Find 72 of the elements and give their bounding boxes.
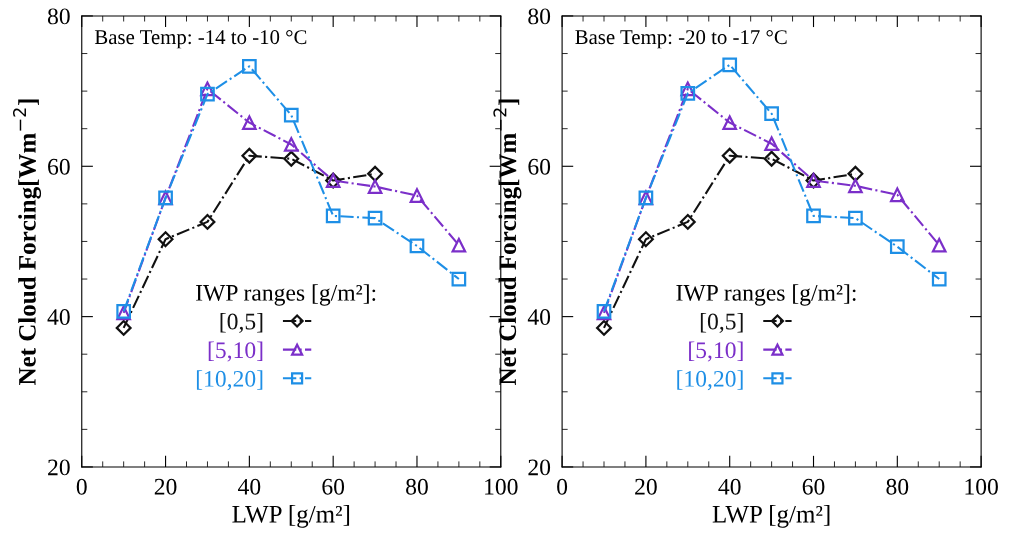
point xyxy=(409,188,425,203)
point xyxy=(764,106,779,122)
point xyxy=(763,150,780,167)
point xyxy=(367,179,383,194)
legend-title: IWP ranges [g/m²]: xyxy=(676,284,856,306)
point xyxy=(409,238,425,254)
point xyxy=(680,86,696,101)
annotation: Base Temp: -14 to -10 °C xyxy=(94,30,307,49)
point xyxy=(367,210,383,226)
point xyxy=(242,58,257,74)
x-tick-label: 0 xyxy=(557,478,568,495)
x-tick-label: 60 xyxy=(322,478,345,495)
point xyxy=(200,86,215,102)
x-tick-label: 40 xyxy=(238,478,261,495)
point xyxy=(722,115,738,131)
point xyxy=(931,271,947,287)
point xyxy=(806,208,821,224)
x-tick-label: 100 xyxy=(965,478,998,495)
point xyxy=(115,319,132,336)
x-tick-label: 20 xyxy=(635,478,657,495)
point xyxy=(848,178,863,194)
y-axis-title: Net Cloud Forcing[Wm$^{−2}$] xyxy=(493,99,522,385)
y-axis-title: Net Cloud Forcing[Wm$^{−2}$] xyxy=(12,99,42,385)
annotation: Base Temp: -20 to -17 °C xyxy=(575,30,787,49)
legend-label: [0,5] xyxy=(220,312,263,333)
point xyxy=(199,213,216,230)
legend-label: [0,5] xyxy=(700,312,743,333)
x-axis-title: LWP [g/m²] xyxy=(232,505,350,528)
point xyxy=(367,165,384,182)
point xyxy=(679,213,696,230)
point xyxy=(722,57,738,73)
legend-label: [5,10] xyxy=(689,341,743,362)
y-tick-label: 20 xyxy=(528,459,551,476)
x-tick-label: 80 xyxy=(886,478,909,495)
x-tick-label: 0 xyxy=(76,478,87,495)
x-tick-label: 80 xyxy=(406,478,428,495)
x-axis-title: LWP [g/m²] xyxy=(712,505,830,528)
point xyxy=(721,147,738,164)
point xyxy=(637,231,654,248)
point xyxy=(848,210,863,226)
point xyxy=(242,115,257,131)
point xyxy=(325,208,341,224)
point xyxy=(283,150,300,167)
y-tick-label: 20 xyxy=(48,459,70,476)
point xyxy=(283,137,299,152)
point xyxy=(200,81,215,97)
point xyxy=(596,319,612,336)
legend-title: IWP ranges [g/m²]: xyxy=(196,284,376,306)
y-tick-label: 80 xyxy=(47,8,70,25)
point xyxy=(283,107,299,123)
y-tick-label: 60 xyxy=(48,158,70,175)
y-tick-label: 60 xyxy=(528,158,551,175)
point xyxy=(764,136,779,152)
point xyxy=(889,187,905,203)
x-tick-label: 40 xyxy=(718,478,741,495)
y-tick-label: 80 xyxy=(528,8,551,25)
point xyxy=(451,271,467,287)
point xyxy=(889,239,905,255)
y-tick-label: 40 xyxy=(527,309,551,326)
point xyxy=(157,231,174,248)
point xyxy=(931,237,947,253)
point xyxy=(451,237,467,253)
point xyxy=(680,81,696,97)
y-tick-label: 40 xyxy=(47,309,70,326)
point xyxy=(847,165,864,182)
legend-label: [10,20] xyxy=(196,370,263,391)
x-tick-label: 20 xyxy=(154,478,177,495)
x-tick-label: 60 xyxy=(802,478,825,495)
legend-label: [10,20] xyxy=(677,370,743,391)
legend-label: [5,10] xyxy=(208,341,263,362)
point xyxy=(241,147,258,164)
x-tick-label: 100 xyxy=(485,478,518,495)
